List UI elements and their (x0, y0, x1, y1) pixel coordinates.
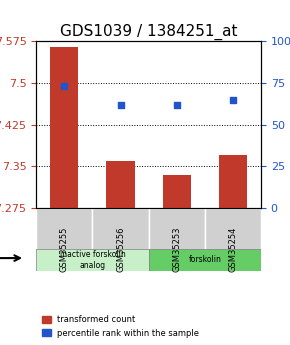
FancyBboxPatch shape (148, 208, 205, 270)
Text: inactive forskolin
analog: inactive forskolin analog (59, 250, 125, 270)
Text: forskolin: forskolin (188, 255, 221, 265)
FancyBboxPatch shape (36, 208, 93, 270)
Point (118, 102, 123, 108)
Text: GSM35255: GSM35255 (60, 227, 69, 272)
Point (231, 97, 235, 102)
Legend: transformed count, percentile rank within the sample: transformed count, percentile rank withi… (39, 312, 203, 341)
Text: GSM35253: GSM35253 (172, 227, 181, 272)
Text: GSM35254: GSM35254 (229, 227, 238, 272)
Text: GSM35256: GSM35256 (116, 227, 125, 272)
FancyBboxPatch shape (36, 249, 148, 270)
Bar (50, 47, 78, 208)
Point (174, 102, 179, 108)
Bar (219, 155, 247, 208)
Point (62, 83, 67, 89)
Bar (106, 161, 135, 208)
Title: GDS1039 / 1384251_at: GDS1039 / 1384251_at (60, 24, 238, 40)
FancyBboxPatch shape (205, 208, 261, 270)
FancyBboxPatch shape (148, 249, 261, 270)
Bar (163, 175, 191, 208)
FancyBboxPatch shape (93, 208, 148, 270)
